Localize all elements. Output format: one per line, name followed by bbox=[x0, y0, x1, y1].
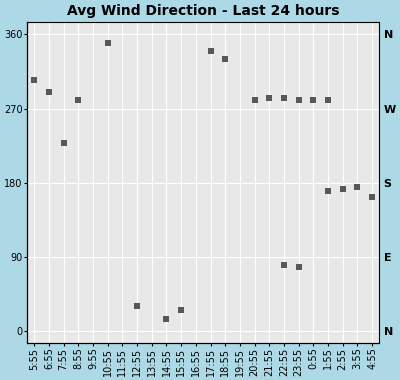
Point bbox=[222, 56, 228, 62]
Point bbox=[325, 188, 331, 194]
Point bbox=[60, 140, 67, 146]
Title: Avg Wind Direction - Last 24 hours: Avg Wind Direction - Last 24 hours bbox=[67, 4, 340, 18]
Point bbox=[31, 77, 38, 83]
Point bbox=[178, 307, 184, 314]
Point bbox=[296, 264, 302, 270]
Point bbox=[266, 95, 272, 101]
Point bbox=[163, 316, 170, 322]
Point bbox=[134, 303, 140, 309]
Point bbox=[75, 97, 82, 103]
Point bbox=[354, 184, 360, 190]
Point bbox=[296, 97, 302, 103]
Point bbox=[281, 262, 287, 268]
Point bbox=[251, 97, 258, 103]
Point bbox=[281, 95, 287, 101]
Point bbox=[340, 186, 346, 192]
Point bbox=[46, 89, 52, 95]
Point bbox=[207, 48, 214, 54]
Point bbox=[310, 97, 316, 103]
Point bbox=[369, 194, 375, 200]
Point bbox=[325, 97, 331, 103]
Point bbox=[104, 40, 111, 46]
